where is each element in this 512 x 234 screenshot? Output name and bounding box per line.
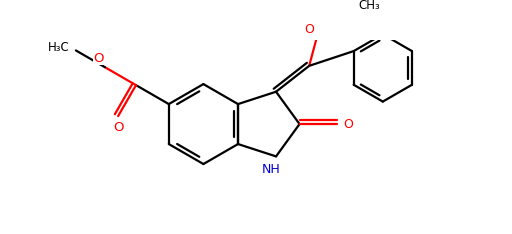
Text: NH: NH [262, 163, 281, 176]
Text: O: O [305, 23, 314, 36]
Text: CH₃: CH₃ [358, 0, 380, 12]
Text: O: O [343, 118, 353, 132]
Text: H₃C: H₃C [48, 40, 70, 54]
Text: O: O [94, 51, 104, 65]
Text: O: O [113, 121, 123, 134]
